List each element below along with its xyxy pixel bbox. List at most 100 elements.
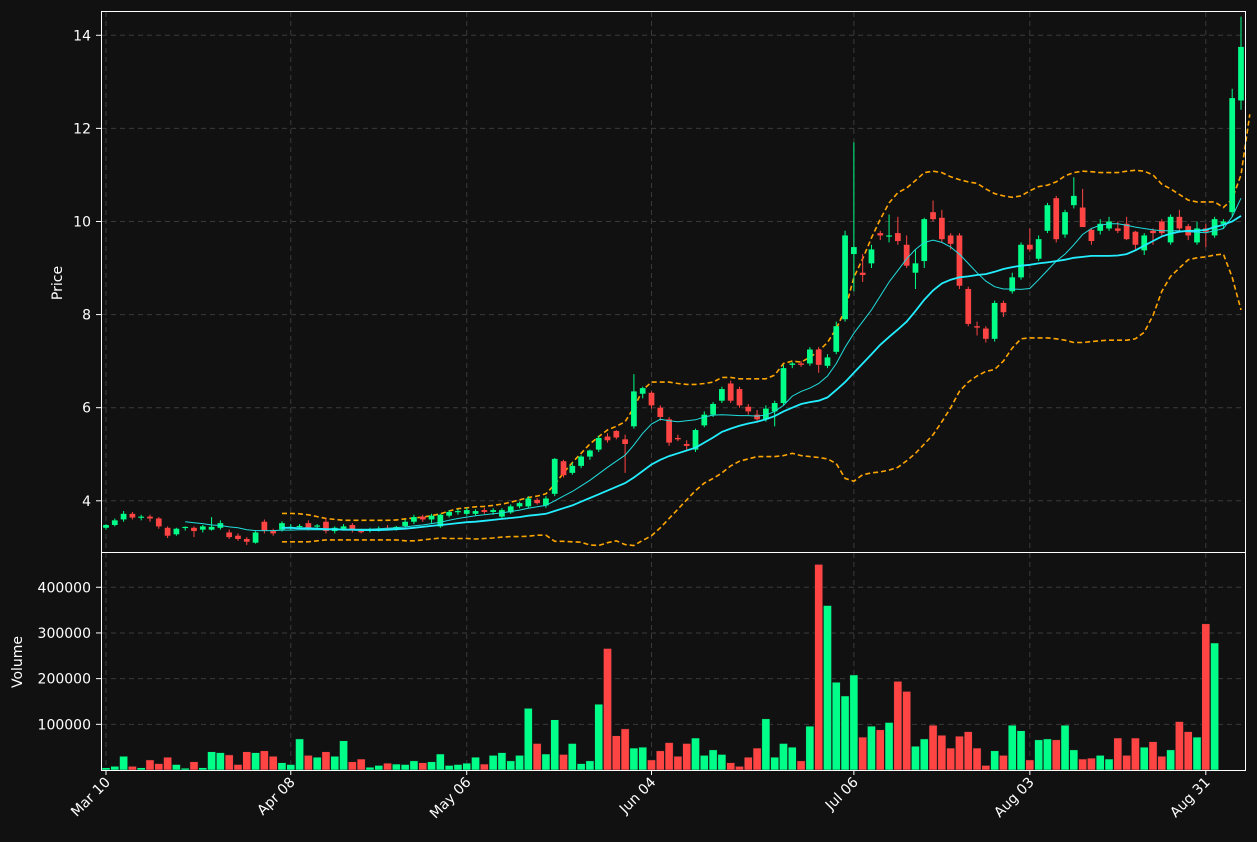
price-y-tick-label: 10 [73, 214, 91, 230]
ma-long-line [282, 215, 1242, 531]
volume-bar [1043, 738, 1052, 771]
volume-bar [233, 764, 243, 771]
volume-bar [629, 747, 639, 771]
volume-bar [480, 763, 489, 771]
volume-bar [620, 728, 630, 771]
candle-body [763, 408, 769, 420]
volume-grid [102, 553, 1245, 770]
volume-bar [603, 648, 612, 771]
volume-bar [867, 725, 876, 771]
volume-bar [515, 755, 524, 771]
volume-bar [911, 745, 920, 771]
price-y-tick-label: 6 [82, 401, 91, 417]
volume-bar [189, 761, 199, 771]
bollinger-lower-line [282, 253, 1242, 547]
candle-body [1220, 221, 1227, 224]
candle-body [481, 510, 488, 512]
volume-axis-label: Volume [10, 636, 26, 688]
volume-bar [990, 750, 999, 771]
candle-body [455, 511, 461, 513]
candle-body [965, 288, 972, 324]
volume-bar [1087, 757, 1096, 771]
candle-body [261, 521, 268, 532]
candle-body [930, 212, 936, 220]
candlesticks [103, 16, 1244, 546]
volume-bar [101, 767, 111, 771]
volume-bar [136, 767, 146, 771]
volume-bar [1139, 746, 1149, 771]
candle-body [1070, 195, 1077, 206]
candle-body [323, 521, 329, 532]
volume-bar [462, 762, 472, 771]
volume-bar [691, 737, 700, 771]
volume-panel-frame [101, 552, 1246, 771]
volume-bar [937, 735, 947, 771]
volume-bar [260, 750, 269, 771]
candle-body [754, 414, 760, 420]
volume-bar [1069, 749, 1079, 771]
candle-body [771, 403, 778, 412]
volume-bar [251, 752, 260, 771]
volume-bar [858, 736, 867, 771]
price-panel: 4 6 8 10 12 14 Price [50, 11, 1251, 553]
candle-body [1035, 239, 1042, 259]
volume-bar [1113, 737, 1123, 771]
candle-body [903, 244, 910, 266]
volume-bar [647, 759, 656, 771]
candle-body [639, 388, 646, 394]
volume-bar [119, 756, 128, 771]
volume-bar [594, 703, 604, 771]
candle-body [631, 391, 637, 427]
volume-bar [383, 762, 392, 771]
volume-bar [559, 754, 568, 771]
candle-body [1079, 207, 1086, 228]
volume-bar [682, 743, 691, 771]
volume-bar [1210, 642, 1219, 771]
candle-body [1088, 229, 1095, 242]
volume-bar [497, 752, 507, 771]
volume-y-ticks: 100000 200000 300000 400000 [38, 580, 101, 733]
candle-body [1053, 198, 1060, 240]
volume-bar [787, 746, 797, 771]
volume-bar [726, 762, 735, 771]
candle-body [982, 328, 989, 339]
volume-bar [673, 756, 683, 771]
volume-bar [708, 749, 718, 771]
candle-body [428, 515, 435, 520]
candle-body [138, 516, 145, 518]
candle-body [235, 535, 241, 539]
volume-bar [409, 760, 419, 771]
volume-bar [761, 718, 771, 771]
candle-body [727, 383, 734, 401]
candle-body [798, 363, 804, 365]
candle-body [604, 436, 611, 441]
candle-body [587, 450, 593, 457]
volume-bar [216, 752, 225, 771]
candle-body [1018, 244, 1024, 278]
candle-body [657, 407, 664, 417]
candle-body [1026, 244, 1033, 250]
volume-bar [1060, 724, 1070, 771]
candle-body [252, 532, 259, 543]
candle-body [507, 506, 514, 513]
volume-bar [1157, 756, 1167, 771]
volume-bar [946, 747, 955, 771]
volume-bar [532, 743, 542, 771]
candle-body [1132, 231, 1139, 245]
candle-body [129, 513, 136, 518]
candle-body [886, 235, 892, 237]
volume-bar [963, 731, 973, 771]
candle-body [419, 516, 426, 520]
candle-body [859, 272, 866, 276]
volume-bar [339, 740, 348, 771]
candle-body [1176, 216, 1183, 229]
volume-y-tick-label: 100000 [38, 717, 91, 733]
candle-body [719, 389, 725, 401]
volume-bar [576, 763, 586, 771]
volume-bar [365, 767, 375, 771]
volume-bar [277, 762, 287, 771]
candle-body [947, 235, 954, 244]
volume-bar [805, 725, 815, 771]
volume-bar [541, 753, 551, 771]
price-y-tick-label: 8 [82, 308, 91, 324]
